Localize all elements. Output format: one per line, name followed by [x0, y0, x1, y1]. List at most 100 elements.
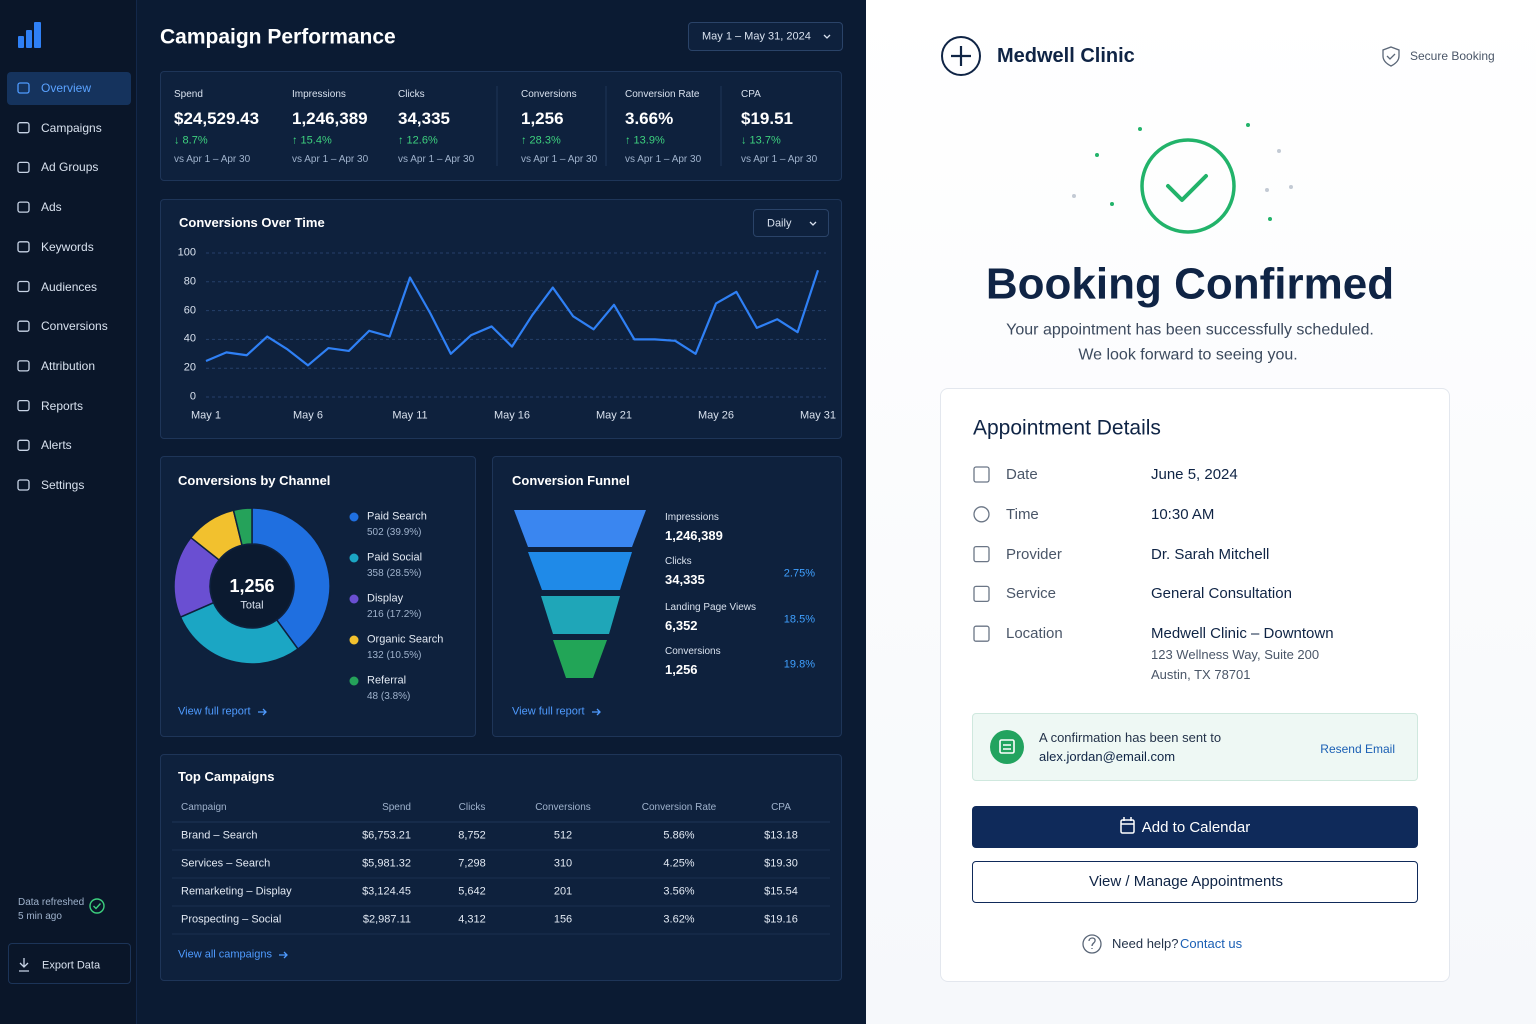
funnel-label: Landing Page Views [665, 602, 756, 613]
table-cell: $15.54 [764, 885, 798, 898]
funnel-label: Impressions [665, 512, 719, 523]
funnel-label: Conversions [665, 646, 721, 657]
table-cell: $3,124.45 [362, 885, 411, 898]
legend-label: Paid Search [367, 510, 427, 523]
legend-dot [349, 553, 359, 563]
nav-icon [17, 399, 30, 412]
nav-item[interactable]: Reports [41, 398, 84, 413]
nav-icon [17, 201, 30, 213]
chevron [823, 34, 831, 39]
link[interactable]: View all campaigns [178, 948, 272, 961]
brand-icon [941, 36, 981, 76]
logo-bar [18, 36, 24, 48]
detail-value: Dr. Sarah Mitchell [1151, 545, 1270, 563]
donut-hole [211, 545, 293, 627]
shield-icon [1382, 46, 1400, 67]
link[interactable]: View full report [512, 705, 585, 718]
kpi-value: 1,246,389 [292, 108, 368, 128]
nav-item[interactable]: Campaigns [41, 120, 102, 135]
kpi-compare: vs Apr 1 – Apr 30 [741, 154, 818, 165]
table-cell: Remarketing – Display [181, 885, 292, 898]
nav-item[interactable]: Alerts [41, 438, 72, 453]
table-header: Spend [382, 802, 411, 813]
detail-icon [973, 585, 990, 603]
kpi-card [160, 71, 842, 181]
notice-box [972, 713, 1418, 781]
kpi-change: ↓ 8.7% [174, 134, 208, 147]
funnel-value: 34,335 [665, 572, 705, 588]
booking-message: We look forward to seeing you. [1078, 346, 1298, 364]
manage-button[interactable] [972, 861, 1418, 903]
export-button[interactable] [8, 943, 131, 984]
button-label[interactable]: Add to Calendar [1141, 819, 1251, 836]
detail-label: Service [1006, 585, 1057, 603]
nav-item[interactable]: Settings [41, 477, 85, 492]
nav-item[interactable]: Keywords [41, 239, 94, 254]
funnel-rate: 2.75% [783, 567, 815, 580]
kpi-compare: vs Apr 1 – Apr 30 [292, 154, 369, 165]
booking-heading: Booking Confirmed [985, 259, 1395, 309]
nav-item[interactable]: Overview [41, 80, 92, 95]
detail-value: General Consultation [1151, 585, 1292, 603]
details-title: Appointment Details [973, 416, 1161, 440]
chart-title: Conversion Funnel [512, 473, 630, 489]
table-cell: Brand – Search [181, 829, 258, 842]
detail-label: Date [1006, 466, 1038, 483]
nav-item[interactable]: Conversions [41, 318, 108, 333]
kpi-value: $19.51 [741, 108, 793, 128]
nav-item[interactable]: Ad Groups [41, 160, 99, 175]
help-icon [1088, 937, 1096, 949]
confetti-dot [1095, 153, 1099, 157]
nav-active[interactable] [7, 72, 131, 105]
table-header: Conversion Rate [641, 802, 717, 813]
nav-item[interactable]: Audiences [41, 279, 98, 294]
button-label[interactable]: View / Manage Appointments [1088, 873, 1284, 890]
nav-icon [17, 439, 30, 451]
table-cell: 7,298 [458, 857, 486, 870]
page-title: Campaign Performance [160, 25, 396, 49]
nav-item[interactable]: Ads [41, 199, 62, 214]
notice-text: A confirmation has been sent to [1039, 730, 1222, 746]
nav-item[interactable]: Attribution [41, 358, 96, 373]
x-tick-label: May 11 [392, 409, 428, 422]
confetti-dot [1072, 194, 1076, 198]
nav-icon [17, 161, 30, 174]
period-select[interactable] [753, 209, 829, 237]
kpi-change: ↓ 13.7% [741, 134, 781, 147]
kpi-label: CPA [741, 89, 761, 100]
date-range[interactable]: May 1 – May 31, 2024 [702, 30, 811, 43]
link[interactable]: View full report [178, 705, 251, 718]
funnel-rate: 18.5% [783, 613, 815, 626]
table-cell: $19.16 [764, 913, 798, 926]
nav-icon [17, 122, 30, 134]
kpi-label: Spend [174, 89, 203, 100]
table-cell: 5.86% [663, 829, 695, 842]
table-cell: 310 [553, 857, 573, 870]
success-check [1140, 138, 1236, 234]
confetti-dot [1265, 188, 1269, 192]
confetti-dot [1110, 202, 1114, 206]
kpi-compare: vs Apr 1 – Apr 30 [625, 154, 702, 165]
help-link[interactable]: Contact us [1180, 936, 1243, 952]
detail-line: 123 Wellness Way, Suite 200 [1151, 647, 1320, 663]
confetti-dot [1268, 217, 1272, 221]
period-select-label[interactable]: Daily [767, 217, 792, 230]
nav-icon [17, 360, 30, 372]
refresh-text: Data refreshed [18, 897, 85, 908]
legend-value: 132 (10.5%) [367, 650, 422, 661]
detail-icon [973, 506, 990, 523]
table-cell: 4.25% [663, 857, 695, 870]
notice-email: alex.jordan@email.com [1039, 749, 1176, 765]
funnel-stage [553, 640, 607, 678]
legend-dot [349, 676, 359, 686]
detail-icon [973, 545, 990, 563]
detail-icon [973, 625, 990, 642]
notice-action[interactable]: Resend Email [1320, 741, 1395, 756]
nav-icon [17, 320, 30, 332]
table-cell: $19.30 [764, 857, 798, 870]
nav-icon [17, 241, 30, 253]
export-label[interactable]: Export Data [42, 959, 101, 972]
add-calendar-button[interactable] [972, 806, 1418, 848]
date-picker[interactable] [688, 22, 843, 51]
